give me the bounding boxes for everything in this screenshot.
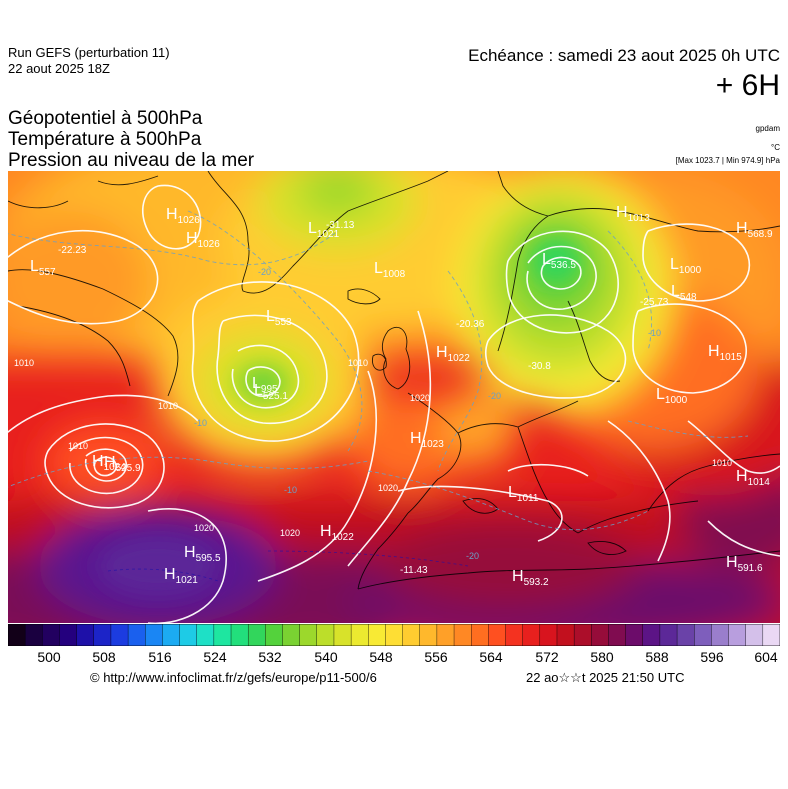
color-swatch xyxy=(59,624,78,646)
unit-gpdam: gpdam xyxy=(755,124,780,133)
color-swatch xyxy=(385,624,404,646)
color-swatch xyxy=(711,624,730,646)
temperature-label: -31.13 xyxy=(326,220,355,231)
color-swatch xyxy=(402,624,421,646)
temperature-label: -22.23 xyxy=(58,245,87,256)
temperature-label: -20.36 xyxy=(456,319,485,330)
color-swatch xyxy=(8,624,26,646)
param-mslp: Pression au niveau de la mer xyxy=(8,150,255,171)
isobar-value-label: 1010 xyxy=(712,458,732,468)
color-scale-tick: 532 xyxy=(258,649,282,665)
color-swatch xyxy=(591,624,610,646)
temperature-label: -11.43 xyxy=(400,565,428,576)
color-scale-tick: 508 xyxy=(92,649,116,665)
color-scale-tick: 548 xyxy=(369,649,393,665)
color-swatch xyxy=(539,624,558,646)
isobar-value-label: 1020 xyxy=(378,483,398,493)
color-swatch xyxy=(728,624,747,646)
color-swatch xyxy=(694,624,713,646)
color-scale-tick: 564 xyxy=(479,649,503,665)
color-scale-tick: 500 xyxy=(37,649,61,665)
color-scale-tick: 588 xyxy=(645,649,669,665)
color-swatch xyxy=(642,624,661,646)
weather-map[interactable]: H1026H1026L1008L1021H1013H1015L1000L1000… xyxy=(8,171,780,623)
isotherm-value-label: -20 xyxy=(488,391,501,401)
color-swatch xyxy=(762,624,780,646)
color-swatch xyxy=(573,624,593,646)
generation-timestamp: 22 ao☆☆t 2025 21:50 UTC xyxy=(526,670,685,685)
color-swatch xyxy=(556,624,575,646)
forecast-valid-time: Echéance : samedi 23 aout 2025 0h UTC xyxy=(468,46,780,65)
color-scale-tick: 580 xyxy=(590,649,614,665)
color-swatch xyxy=(625,624,644,646)
color-swatch xyxy=(282,624,301,646)
isotherm-value-label: -10 xyxy=(194,418,207,428)
temperature-label: -25.73 xyxy=(640,297,669,308)
unit-celsius: °C xyxy=(771,143,780,152)
color-swatch xyxy=(316,624,335,646)
color-swatch xyxy=(196,624,215,646)
color-swatch xyxy=(659,624,678,646)
run-date: 22 aout 2025 18Z xyxy=(8,61,110,76)
isobar-value-label: 1020 xyxy=(280,528,300,538)
color-swatch xyxy=(145,624,164,646)
color-swatch xyxy=(608,624,627,646)
color-swatch xyxy=(505,624,524,646)
color-swatch xyxy=(127,624,147,646)
isobar-value-label: 1020 xyxy=(410,393,430,403)
isotherm-value-label: -10 xyxy=(648,328,661,338)
color-swatch xyxy=(453,624,473,646)
color-swatch xyxy=(24,624,44,646)
color-scale-tick: 516 xyxy=(148,649,172,665)
color-swatch xyxy=(419,624,438,646)
color-swatch xyxy=(436,624,455,646)
color-swatch xyxy=(471,624,490,646)
color-swatch xyxy=(350,624,370,646)
color-scale-tick: 604 xyxy=(754,649,778,665)
color-swatch xyxy=(162,624,181,646)
color-swatch xyxy=(299,624,318,646)
color-swatch xyxy=(179,624,198,646)
color-swatch xyxy=(213,624,232,646)
color-swatch xyxy=(333,624,352,646)
temperature-label: -30.8 xyxy=(528,361,551,372)
isotherm-value-label: -10 xyxy=(284,485,297,495)
isobar-value-label: 1010 xyxy=(68,441,88,451)
color-swatch xyxy=(247,624,267,646)
source-credit[interactable]: © http://www.infoclimat.fr/z/gefs/europe… xyxy=(90,670,377,685)
pressure-max-min: [Max 1023.7 | Min 974.9] hPa xyxy=(675,156,780,165)
isobar-value-label: 1010 xyxy=(158,401,178,411)
color-scale-tick: 572 xyxy=(535,649,559,665)
color-swatch xyxy=(42,624,61,646)
color-swatch xyxy=(230,624,249,646)
color-swatch xyxy=(522,624,541,646)
color-scale-tick: 524 xyxy=(203,649,227,665)
isotherm-value-label: -20 xyxy=(466,551,479,561)
color-swatch xyxy=(676,624,696,646)
run-title: Run GEFS (perturbation 11) xyxy=(8,45,170,60)
color-swatch xyxy=(265,624,284,646)
isobar-value-label: 1010 xyxy=(348,358,368,368)
isobar-value-label: 1010 xyxy=(14,358,34,368)
color-swatch xyxy=(76,624,95,646)
param-geopotential: Géopotentiel à 500hPa xyxy=(8,108,203,129)
color-swatch xyxy=(368,624,387,646)
color-scale-tick: 540 xyxy=(314,649,338,665)
color-swatch xyxy=(93,624,112,646)
color-scale-tick: 596 xyxy=(700,649,724,665)
color-swatch xyxy=(110,624,129,646)
color-swatch xyxy=(488,624,507,646)
isotherm-value-label: -20 xyxy=(258,267,271,277)
isobar-value-label: 1020 xyxy=(194,523,214,533)
color-swatch xyxy=(745,624,764,646)
param-temperature: Température à 500hPa xyxy=(8,129,202,150)
lead-time: + 6H xyxy=(715,69,780,102)
color-scale-bar xyxy=(8,624,780,646)
color-scale-tick: 556 xyxy=(424,649,448,665)
